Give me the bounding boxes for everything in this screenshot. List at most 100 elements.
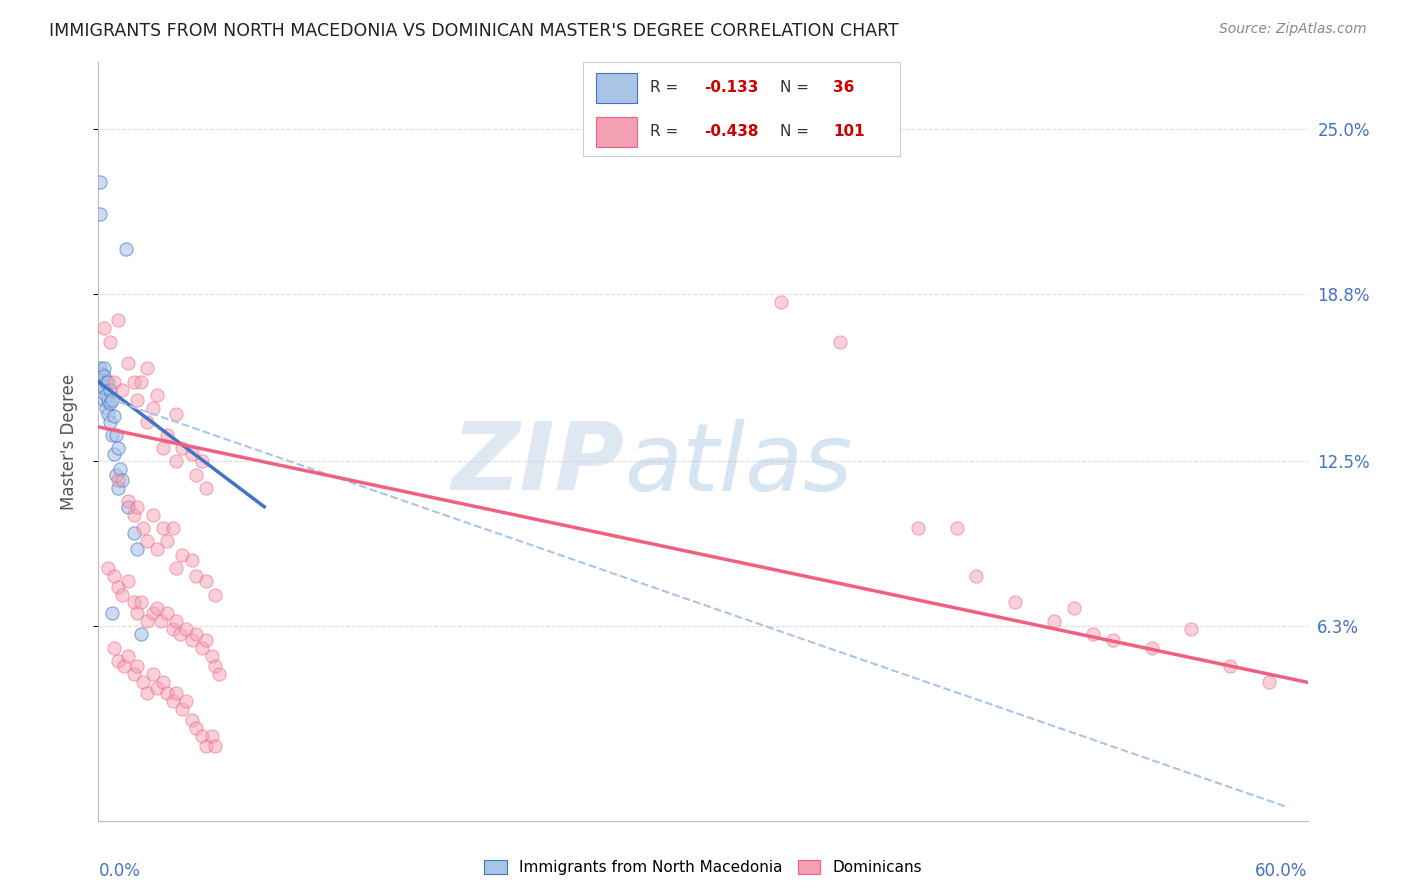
Text: atlas: atlas [624, 418, 852, 510]
Point [184, 721, 207, 735]
Point [127, 500, 149, 514]
Point [101, 428, 124, 442]
Point [89, 375, 111, 389]
Point [156, 428, 179, 442]
Point [165, 686, 187, 700]
Point [103, 409, 125, 424]
Text: N =: N = [779, 124, 808, 139]
Point [93, 393, 115, 408]
Text: Source: ZipAtlas.com: Source: ZipAtlas.com [1219, 22, 1367, 37]
Point [142, 667, 165, 681]
Text: IMMIGRANTS FROM NORTH MACEDONIA VS DOMINICAN MASTER'S DEGREE CORRELATION CHART: IMMIGRANTS FROM NORTH MACEDONIA VS DOMIN… [49, 22, 898, 40]
Point [136, 534, 159, 549]
Point [1081, 627, 1104, 641]
Point [127, 393, 149, 408]
Point [142, 606, 165, 620]
Point [907, 521, 929, 535]
Point [194, 632, 217, 647]
Point [152, 675, 174, 690]
Point [174, 622, 197, 636]
Point [965, 569, 987, 583]
Point [107, 580, 129, 594]
Text: -0.133: -0.133 [704, 80, 758, 95]
Point [204, 587, 226, 601]
Point [136, 361, 159, 376]
Point [107, 473, 129, 487]
Point [172, 702, 194, 716]
Point [172, 441, 194, 455]
Point [127, 542, 149, 557]
Point [111, 587, 134, 601]
Point [122, 526, 145, 541]
Point [1004, 595, 1026, 609]
Point [107, 313, 129, 327]
Point [122, 667, 145, 681]
Point [114, 242, 136, 256]
Point [165, 614, 187, 628]
Point [104, 467, 127, 482]
Point [91, 380, 114, 394]
Point [89, 361, 111, 376]
Point [98, 396, 121, 410]
Point [146, 600, 169, 615]
Point [101, 393, 124, 408]
Point [828, 334, 851, 349]
Point [146, 388, 169, 402]
Point [945, 521, 967, 535]
Point [146, 681, 169, 695]
Point [122, 508, 145, 522]
Point [194, 574, 217, 589]
Point [127, 606, 149, 620]
Point [181, 713, 204, 727]
Point [117, 356, 139, 370]
Point [127, 659, 149, 673]
Point [131, 375, 153, 389]
Y-axis label: Master's Degree: Master's Degree [59, 374, 77, 509]
Point [107, 441, 129, 455]
Point [93, 321, 115, 335]
Point [162, 694, 184, 708]
Point [142, 508, 165, 522]
FancyBboxPatch shape [596, 117, 637, 147]
Point [91, 367, 114, 381]
Text: 60.0%: 60.0% [1256, 863, 1308, 880]
Point [117, 494, 139, 508]
Point [111, 473, 134, 487]
Point [165, 407, 187, 421]
Point [122, 595, 145, 609]
Point [97, 393, 120, 408]
Point [181, 632, 204, 647]
Point [184, 627, 207, 641]
Point [98, 415, 121, 429]
Point [1101, 632, 1123, 647]
Point [97, 375, 120, 389]
Point [156, 686, 179, 700]
Point [111, 383, 134, 397]
Point [184, 569, 207, 583]
Point [191, 640, 214, 655]
Point [1043, 614, 1066, 628]
Point [107, 481, 129, 495]
Point [132, 675, 155, 690]
Point [97, 407, 120, 421]
Point [136, 614, 159, 628]
Point [117, 648, 139, 663]
Point [93, 369, 115, 384]
Point [103, 446, 125, 460]
Point [152, 521, 174, 535]
Point [108, 462, 131, 476]
Point [181, 446, 204, 460]
Point [1257, 675, 1279, 690]
Point [117, 500, 139, 514]
Point [96, 375, 118, 389]
Point [136, 415, 159, 429]
Point [103, 640, 125, 655]
Point [184, 467, 207, 482]
Text: ZIP: ZIP [451, 418, 624, 510]
Point [101, 606, 124, 620]
Text: R =: R = [650, 124, 678, 139]
Point [204, 659, 226, 673]
FancyBboxPatch shape [596, 73, 637, 103]
Point [200, 648, 222, 663]
Legend: Immigrants from North Macedonia, Dominicans: Immigrants from North Macedonia, Dominic… [478, 854, 928, 881]
